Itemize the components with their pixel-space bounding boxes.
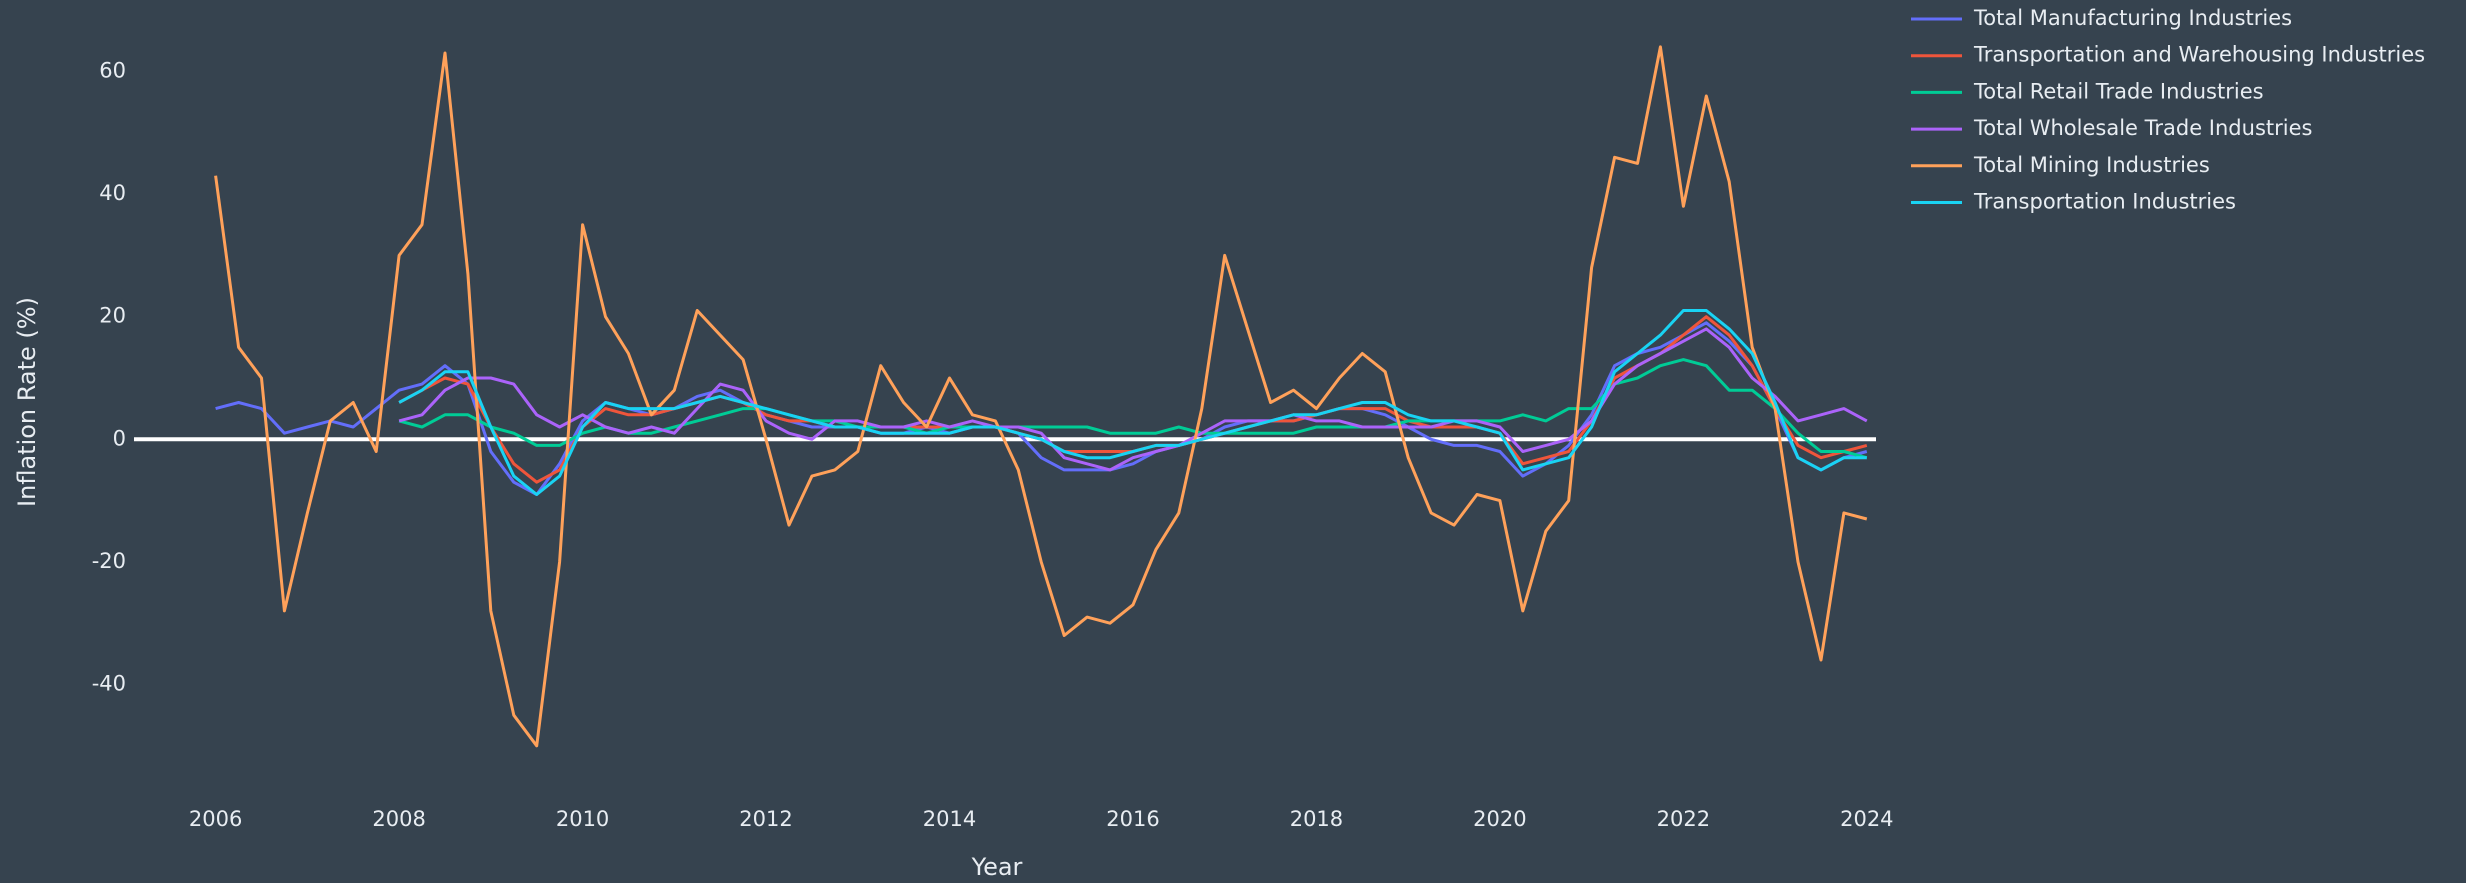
y-tick-label: 40 — [99, 181, 126, 205]
series-line — [214, 45, 1868, 748]
x-tick-label: 2018 — [1290, 807, 1343, 831]
x-tick-label: 2006 — [189, 807, 242, 831]
x-tick-label: 2010 — [556, 807, 609, 831]
y-tick-label: 20 — [99, 304, 126, 328]
series-line — [398, 309, 1867, 496]
y-tick-label: 60 — [99, 58, 126, 82]
legend-label: Transportation Industries — [1973, 190, 2236, 214]
y-axis-title: Inflation Rate (%) — [13, 297, 41, 507]
legend-label: Transportation and Warehousing Industrie… — [1973, 43, 2425, 67]
x-axis-title: Year — [971, 853, 1023, 881]
y-tick-label: -20 — [92, 549, 126, 573]
x-tick-label: 2022 — [1657, 807, 1710, 831]
x-tick-label: 2024 — [1840, 807, 1893, 831]
x-tick-label: 2008 — [372, 807, 425, 831]
series-line — [215, 321, 1868, 496]
legend-label: Total Retail Trade Industries — [1973, 79, 2264, 103]
legend-label: Total Wholesale Trade Industries — [1973, 116, 2312, 140]
series-line — [398, 358, 1868, 460]
y-tick-label: 0 — [113, 426, 126, 450]
y-tick-label: -40 — [92, 672, 126, 696]
legend-label: Total Mining Industries — [1973, 153, 2210, 177]
x-tick-label: 2016 — [1106, 807, 1159, 831]
legend-label: Total Manufacturing Industries — [1973, 6, 2292, 30]
x-tick-label: 2012 — [739, 807, 792, 831]
series-line — [398, 327, 1868, 472]
x-tick-label: 2014 — [923, 807, 976, 831]
x-tick-label: 2020 — [1473, 807, 1526, 831]
